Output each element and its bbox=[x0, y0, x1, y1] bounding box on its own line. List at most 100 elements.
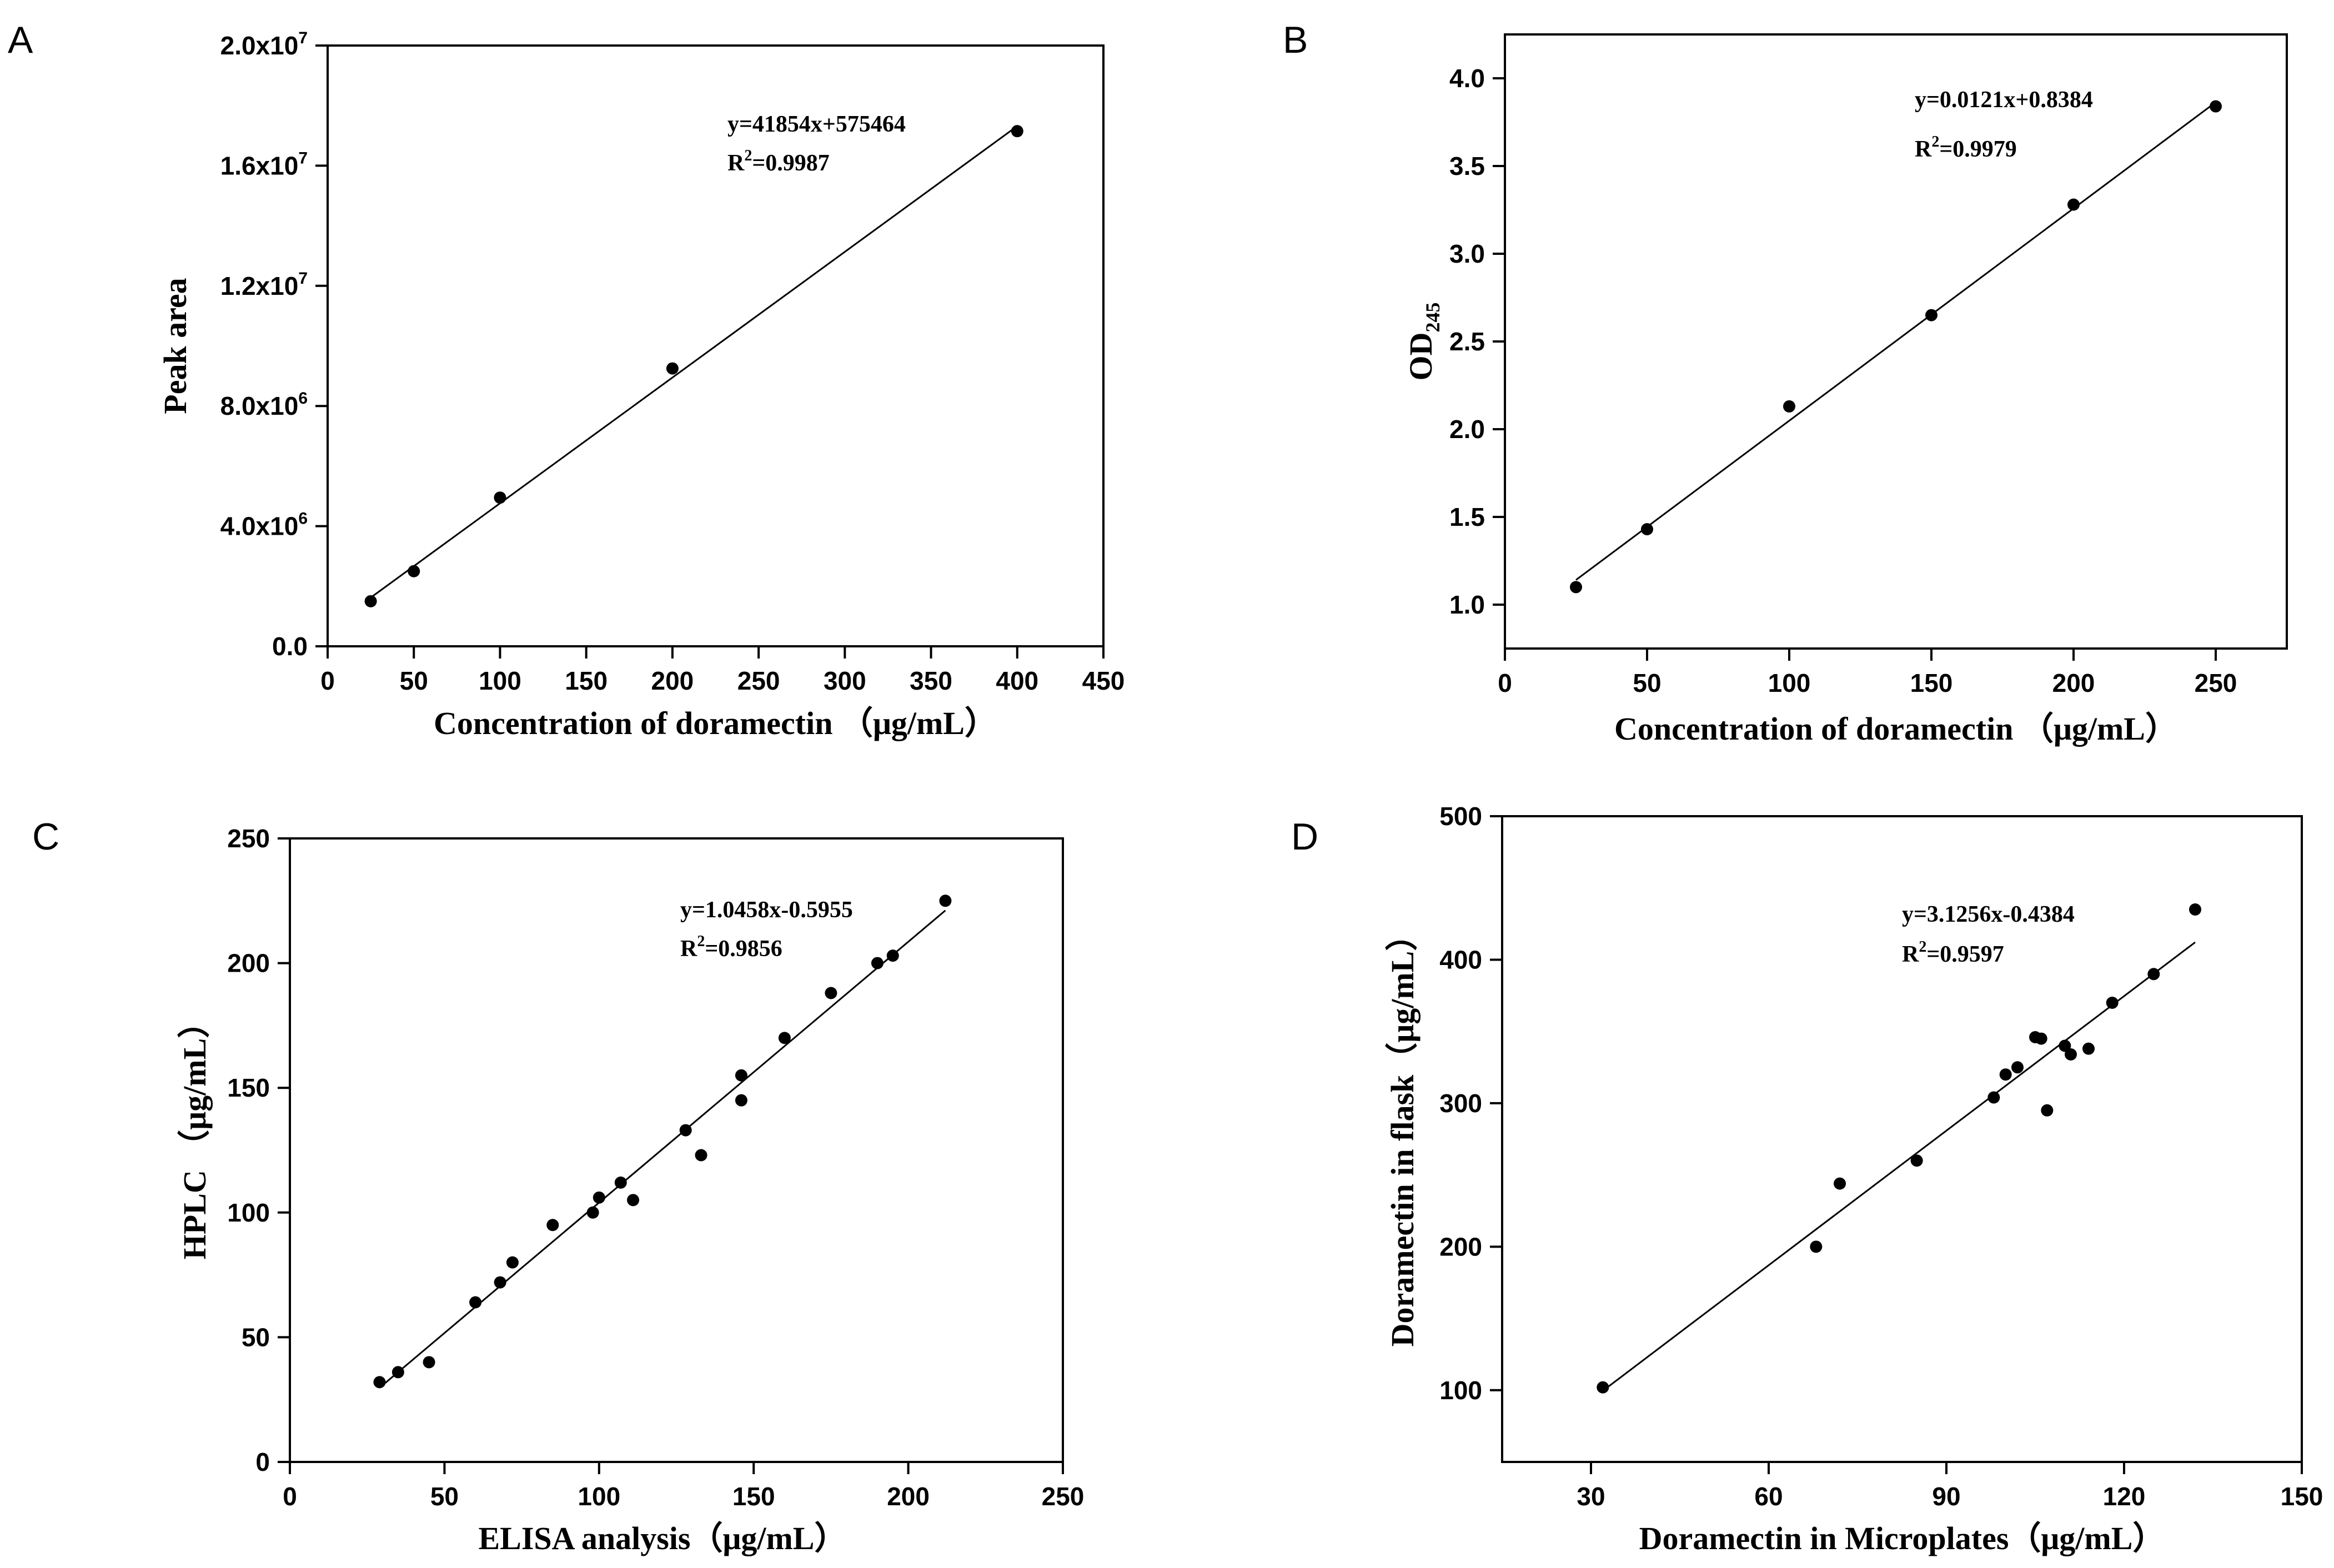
x-tick-label-c: 250 bbox=[1042, 1482, 1085, 1511]
data-point-b bbox=[1570, 581, 1582, 594]
data-point-c bbox=[546, 1219, 559, 1232]
data-point-a bbox=[364, 595, 377, 607]
panel-label-a: A bbox=[8, 19, 33, 61]
y-tick-label-c: 250 bbox=[227, 824, 270, 853]
data-point-a bbox=[1011, 125, 1023, 138]
y-tick-label-a: 8.0x106 bbox=[220, 389, 308, 420]
panel-b: B 0 50 100 150 200 250 1.01.52.02.53.03.54.0 … bbox=[1283, 19, 2288, 747]
y-axis-title-d: Doramectin in flask（μg/mL） bbox=[1384, 919, 1421, 1347]
panel-label-b: B bbox=[1283, 19, 1308, 61]
x-tick-label-a: 0 bbox=[320, 666, 335, 695]
data-point-d bbox=[2189, 903, 2201, 916]
x-tick-label-d: 90 bbox=[1932, 1482, 1960, 1511]
data-point-d bbox=[2147, 968, 2160, 981]
data-point-b bbox=[1783, 400, 1795, 413]
data-point-c bbox=[886, 949, 899, 962]
y-tick-label-c: 200 bbox=[227, 949, 270, 978]
y-tick-label-c: 150 bbox=[227, 1073, 270, 1102]
y-tick-label-d: 300 bbox=[1439, 1089, 1482, 1118]
y-tick-label-a: 2.0x107 bbox=[220, 29, 308, 60]
data-point-d bbox=[1910, 1154, 1923, 1167]
x-tick-label-c: 150 bbox=[732, 1482, 775, 1511]
data-point-c bbox=[586, 1206, 599, 1219]
data-point-c bbox=[679, 1124, 692, 1137]
r-label-c: R bbox=[680, 936, 697, 962]
fit-line-d bbox=[1602, 941, 2196, 1392]
data-point-d bbox=[1834, 1177, 1846, 1190]
x-tick-label-c: 50 bbox=[430, 1482, 459, 1511]
y-axis-title-c: HPLC （μg/mL） bbox=[177, 1006, 213, 1260]
plot-frame-d bbox=[1501, 815, 2303, 1463]
r-value-c: =0.9856 bbox=[705, 936, 782, 962]
y-axis-title-b: OD245 bbox=[1403, 303, 1444, 381]
x-tick-label-b: 200 bbox=[2052, 669, 2095, 697]
plot-frame-a bbox=[327, 44, 1105, 647]
y-tick-label-b: 2.0 bbox=[1449, 415, 1485, 444]
data-point-c bbox=[871, 957, 884, 969]
y-tick-label-c: 100 bbox=[227, 1198, 270, 1227]
x-tick-label-a: 350 bbox=[910, 666, 952, 695]
x-tick-label-a: 200 bbox=[651, 666, 694, 695]
data-point-d bbox=[2106, 996, 2119, 1009]
data-point-a bbox=[494, 491, 506, 504]
x-tick-label-d: 60 bbox=[1754, 1482, 1783, 1511]
data-point-d bbox=[1999, 1068, 2012, 1081]
data-point-d bbox=[1810, 1240, 1823, 1253]
data-point-c bbox=[735, 1069, 747, 1082]
equation-a: y=41854x+575464 bbox=[727, 112, 906, 137]
y-tick-label-b: 3.0 bbox=[1449, 239, 1485, 268]
data-point-d bbox=[2041, 1104, 2054, 1117]
data-point-b bbox=[2210, 100, 2222, 113]
y-tick-label-a: 1.2x107 bbox=[220, 269, 308, 300]
data-point-d bbox=[2011, 1061, 2024, 1074]
data-point-c bbox=[593, 1191, 605, 1204]
panel-d: D 30 60 90 120 150 100 200 300 400 500 y=3.1256x… bbox=[1291, 802, 2323, 1556]
panel-label-d: D bbox=[1291, 816, 1318, 858]
x-tick-label-b: 250 bbox=[2195, 669, 2237, 697]
x-axis-title-a: Concentration of doramectin （μg/mL） bbox=[434, 705, 997, 741]
data-point-c bbox=[373, 1376, 386, 1389]
r-sup-c: 2 bbox=[697, 933, 705, 950]
y-tick-label-a: 1.6x107 bbox=[220, 149, 308, 180]
y-tick-label-b: 2.5 bbox=[1449, 327, 1485, 356]
data-point-b bbox=[2067, 198, 2080, 211]
x-tick-label-d: 120 bbox=[2103, 1482, 2146, 1511]
r-label-d: R bbox=[1902, 942, 1919, 967]
x-tick-label-c: 100 bbox=[578, 1482, 620, 1511]
data-point-d bbox=[1597, 1381, 1609, 1394]
x-tick-label-c: 0 bbox=[283, 1482, 297, 1511]
x-tick-label-a: 250 bbox=[737, 666, 780, 695]
r-value-b: =0.9979 bbox=[1939, 137, 2016, 162]
x-axis-title-c: ELISA analysis（μg/mL） bbox=[478, 1520, 846, 1556]
data-point-c bbox=[825, 987, 837, 999]
fit-line-b bbox=[1575, 101, 2216, 581]
r-value-a: =0.9987 bbox=[752, 150, 829, 176]
equation-b: y=0.0121x+0.8384 bbox=[1915, 87, 2093, 113]
y-axis-title-a: Peak area bbox=[157, 278, 193, 414]
data-point-a bbox=[408, 565, 420, 577]
y-tick-label-b: 3.5 bbox=[1449, 152, 1485, 180]
r-label-b: R bbox=[1915, 137, 1932, 162]
x-axis-title-b: Concentration of doramectin （μg/mL） bbox=[1614, 711, 2177, 747]
x-tick-label-b: 50 bbox=[1633, 669, 1661, 697]
r-squared-c: R2=0.9856 bbox=[680, 933, 782, 962]
y-tick-label-b: 1.5 bbox=[1449, 502, 1485, 531]
y-tick-label-a: 4.0x106 bbox=[220, 510, 308, 541]
fit-line-a bbox=[370, 125, 1018, 599]
data-point-c bbox=[939, 894, 952, 907]
plot-frame-c bbox=[289, 837, 1064, 1463]
x-tick-label-a: 300 bbox=[824, 666, 866, 695]
r-sup-b: 2 bbox=[1931, 133, 1939, 150]
data-point-c bbox=[506, 1256, 519, 1269]
x-tick-label-a: 100 bbox=[479, 666, 521, 695]
x-tick-label-a: 400 bbox=[996, 666, 1038, 695]
data-point-a bbox=[666, 362, 679, 375]
x-tick-label-b: 0 bbox=[1498, 669, 1512, 697]
r-sup-a: 2 bbox=[744, 147, 752, 164]
x-tick-label-d: 150 bbox=[2281, 1482, 2323, 1511]
y-tick-label-d: 100 bbox=[1439, 1376, 1482, 1405]
panel-label-c: C bbox=[32, 816, 59, 858]
y-tick-label-d: 400 bbox=[1439, 945, 1482, 974]
y-tick-label-d: 200 bbox=[1439, 1232, 1482, 1261]
equation-c: y=1.0458x-0.5955 bbox=[680, 897, 853, 923]
